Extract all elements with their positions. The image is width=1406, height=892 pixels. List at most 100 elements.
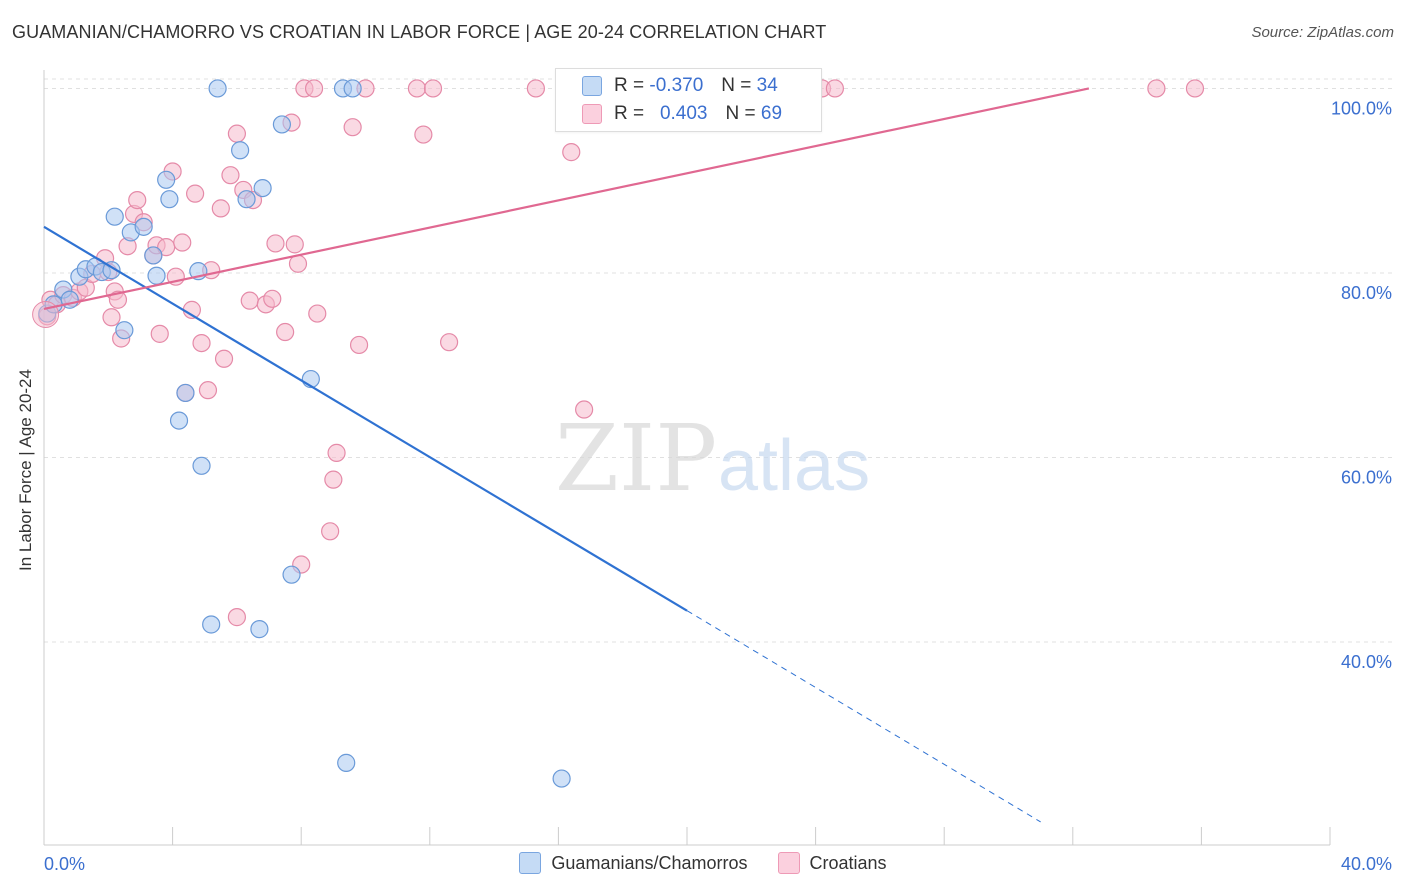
guamanian-point: [157, 170, 176, 189]
croatian-point: [266, 234, 285, 253]
series-legend-label: Guamanians/Chamorros: [551, 852, 748, 873]
croatian-point: [414, 125, 433, 144]
guamanian-point: [250, 620, 269, 639]
croatian-point: [562, 143, 581, 162]
legend-n-value: 34: [756, 75, 778, 96]
croatian-point: [349, 335, 369, 355]
croatian-point: [276, 322, 295, 342]
guamanian-point: [282, 565, 301, 584]
chart-title: GUAMANIAN/CHAMORRO VS CROATIAN IN LABOR …: [12, 22, 827, 42]
guamanian-point: [105, 207, 124, 226]
legend-swatch-pink: [582, 104, 602, 124]
guamanian-trend-line: [43, 225, 688, 612]
croatian-point: [192, 333, 211, 353]
croatian-point: [227, 124, 246, 143]
croatian-point: [221, 166, 240, 185]
croatian-trend-line: [43, 87, 1090, 311]
guamanian-point: [192, 456, 211, 475]
series-legend: Guamanians/Chamorros Croatians: [0, 852, 1406, 874]
croatian-point: [304, 79, 324, 98]
trend-layer: [43, 87, 1090, 823]
guamanian-point: [102, 261, 121, 280]
x-tick-label-max: 40.0%: [1341, 854, 1392, 874]
croatian-point: [288, 254, 308, 273]
croatian-point: [423, 79, 443, 98]
croatian-point: [285, 235, 304, 254]
croatian-point: [526, 79, 545, 98]
guamanian-point: [160, 190, 179, 209]
guamanian-point: [343, 79, 362, 98]
croatian-point: [1147, 79, 1166, 98]
croatian-point: [324, 470, 343, 489]
y-tick-label: 40.0%: [1341, 652, 1392, 672]
guamanian-point: [176, 383, 195, 403]
croatian-point: [227, 608, 246, 627]
watermark-zip: ZIP: [555, 405, 717, 512]
grid-layer: [44, 78, 1392, 643]
tick-label-layer: 40.0% 60.0% 80.0% 100.0% 0.0% 40.0%: [44, 98, 1392, 874]
guamanian-point: [337, 753, 356, 772]
guamanian-point: [208, 79, 227, 98]
croatian-point: [150, 324, 169, 343]
guamanian-point: [202, 615, 221, 634]
croatian-point: [263, 289, 282, 308]
guamanian-point: [237, 190, 256, 209]
guamanian-point: [253, 178, 272, 198]
croatian-point: [211, 199, 230, 218]
guamanian-point: [134, 217, 153, 236]
croatian-point: [308, 304, 327, 323]
croatian-point: [128, 190, 147, 210]
croatian-point: [575, 400, 594, 419]
guamanian-trend-extension: [686, 610, 1041, 823]
croatian-point: [321, 522, 340, 541]
legend-r-label: R =: [614, 75, 645, 96]
guamanian-point: [147, 266, 166, 285]
y-tick-label: 100.0%: [1331, 98, 1392, 118]
croatian-point: [214, 349, 234, 368]
axis-layer: [43, 70, 1331, 846]
y-tick-label: 80.0%: [1341, 283, 1392, 303]
legend-swatch-blue: [582, 76, 602, 96]
stats-legend: R = -0.370 N = 34 R = 0.403 N = 69: [555, 68, 822, 132]
guamanian-point: [231, 141, 250, 160]
series-swatch-pink: [777, 852, 800, 874]
legend-n-label: N =: [725, 103, 756, 124]
croatian-point: [198, 381, 218, 400]
legend-r-value: 0.403: [659, 103, 708, 124]
y-tick-label: 60.0%: [1341, 468, 1392, 488]
croatian-point: [407, 79, 427, 98]
croatian-point: [102, 308, 121, 327]
guamanian-point: [169, 411, 189, 430]
legend-row-croatian: R = 0.403 N = 69: [582, 101, 782, 127]
series-legend-label: Croatians: [809, 852, 887, 873]
x-tick-label-min: 0.0%: [44, 854, 85, 874]
croatian-point: [1185, 79, 1205, 98]
points-layer: [32, 79, 1205, 788]
y-axis-label: In Labor Force | Age 20-24: [16, 369, 35, 571]
legend-n-value: 69: [760, 103, 783, 124]
source-credit: Source: ZipAtlas.com: [1251, 24, 1394, 41]
guamanian-point: [272, 115, 292, 134]
series-legend-guamanian: Guamanians/Chamorros: [519, 852, 748, 874]
croatian-point: [825, 79, 844, 98]
guamanian-point: [552, 769, 571, 788]
series-swatch-blue: [519, 852, 542, 874]
croatian-point: [186, 184, 205, 203]
croatian-point: [108, 290, 128, 309]
legend-r-value: -0.370: [649, 75, 704, 96]
croatian-point: [343, 118, 362, 137]
legend-n-label: N =: [721, 75, 752, 96]
croatian-point: [439, 333, 459, 352]
watermark: ZIP atlas: [555, 405, 870, 512]
croatian-point: [173, 233, 192, 252]
series-legend-croatian: Croatians: [777, 852, 887, 874]
legend-r-label: R =: [614, 103, 645, 124]
croatian-point: [240, 291, 259, 310]
guamanian-point: [115, 321, 134, 340]
guamanian-point: [144, 246, 163, 265]
croatian-point: [327, 443, 346, 462]
croatian-point-large: [32, 300, 60, 328]
legend-row-guamanian: R = -0.370 N = 34: [582, 73, 778, 99]
watermark-atlas: atlas: [718, 426, 870, 506]
